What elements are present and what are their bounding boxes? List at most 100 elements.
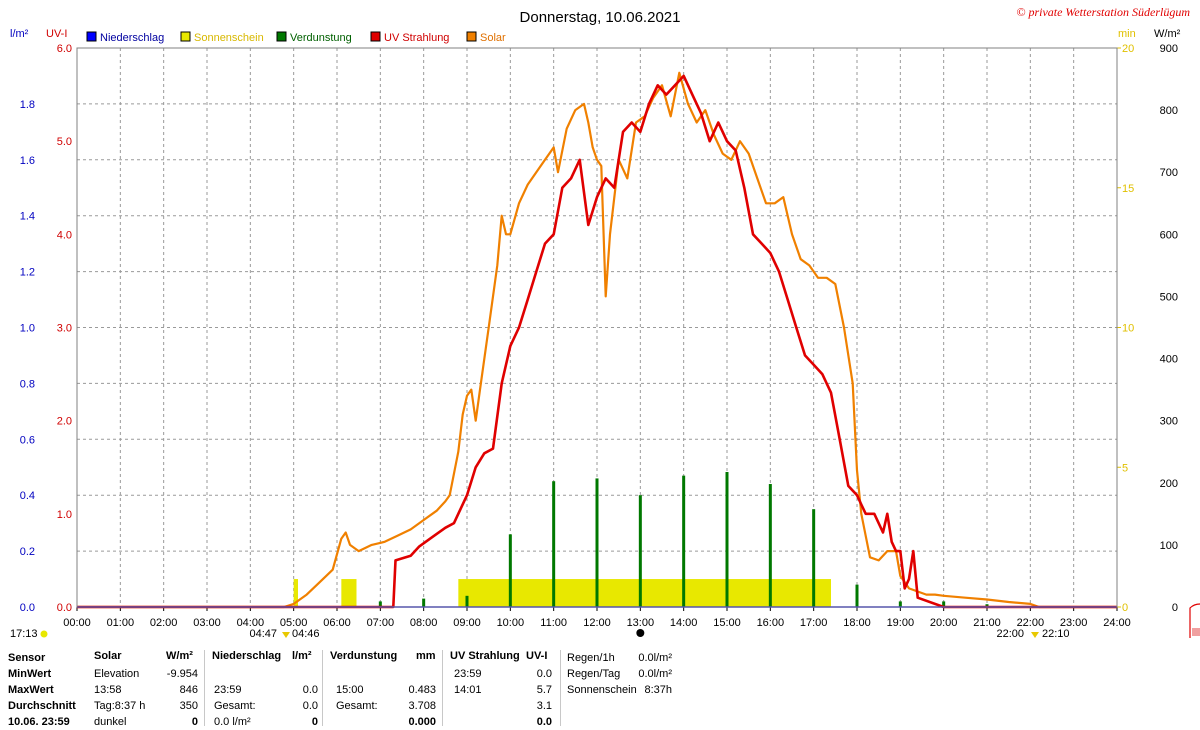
uv-cur-label	[454, 714, 482, 730]
solar-max-value: 846	[179, 684, 198, 696]
solar-avg-value: 350	[179, 700, 198, 712]
evap-max-value: 0.483	[408, 684, 436, 696]
uv-tick-label: 5.0	[57, 136, 72, 148]
solar-header: Solar	[94, 650, 122, 662]
solar-axis-unit: W/m²	[1154, 28, 1181, 40]
sun-tick-label: 0	[1122, 602, 1128, 614]
x-tick-label: 09:00	[453, 617, 481, 629]
rain-tick-label: 1.8	[20, 99, 35, 111]
x-tick-label: 05:00	[280, 617, 308, 629]
uv-tick-label: 4.0	[57, 229, 72, 241]
x-tick-label: 11:00	[540, 617, 567, 629]
legend-swatch	[276, 31, 287, 42]
sunset-right-label: 22:10	[1042, 628, 1070, 640]
evaporation-bar	[682, 475, 686, 607]
x-tick-label: 22:00	[1017, 617, 1045, 629]
evaporation-bar	[812, 509, 816, 607]
sunshine-bar	[293, 579, 298, 607]
sensor-header: Sensor	[8, 652, 46, 664]
plot-frame	[76, 47, 1118, 608]
rain-header: Niederschlag	[212, 650, 282, 662]
evaporation-bar	[465, 595, 469, 607]
evap-min-value	[384, 666, 436, 682]
sunshine-bar	[458, 579, 831, 607]
sunset-icon	[1031, 632, 1039, 638]
sunset-left-label: 22:00	[996, 628, 1024, 640]
sunshine-label: Sonnenschein	[567, 684, 637, 696]
solar-avg-label: Tag:8:37 h	[94, 700, 146, 712]
row-min: MinWert	[8, 668, 52, 680]
uv-tick-label: 0.0	[57, 602, 72, 614]
evap-unit: mm	[416, 650, 436, 662]
legend-swatch	[180, 31, 191, 42]
legend: Niederschlag Sonnenschein Verdunstung UV St…	[86, 31, 506, 44]
rain-day-value: 0.0l/m²	[638, 668, 672, 680]
evaporation-bar	[508, 534, 512, 607]
uv-tick-label: 2.0	[57, 416, 72, 428]
uv-avg-label	[454, 698, 482, 714]
solar-tick-label: 400	[1160, 354, 1178, 366]
x-tick-label: 24:00	[1103, 617, 1131, 629]
legend-label: Verdunstung	[290, 32, 352, 44]
x-tick-label: 13:00	[627, 617, 655, 629]
solar-unit: W/m²	[166, 650, 193, 662]
evaporation-bar	[595, 478, 599, 607]
sun-tick-label: 15	[1122, 183, 1134, 195]
rain-tick-label: 1.2	[20, 267, 35, 279]
evap-header: Verdunstung	[330, 650, 398, 662]
sun-tick-label: 5	[1122, 462, 1128, 474]
uv-min-label: 23:59	[454, 668, 482, 680]
rain-min-label	[214, 666, 256, 682]
rain-1h-label: Regen/1h	[567, 652, 615, 664]
rain-tick-label: 0.0	[20, 602, 35, 614]
corner-widget	[1189, 603, 1200, 638]
legend-swatch	[86, 31, 97, 42]
uv-avg-value: 3.1	[536, 700, 552, 712]
rain-day-label: Regen/Tag	[567, 668, 621, 680]
solar-line	[77, 71, 1117, 609]
evaporation-series	[378, 472, 989, 607]
solar-tick-label: 700	[1160, 167, 1178, 179]
legend-label: Solar	[480, 32, 506, 44]
x-tick-label: 12:00	[583, 617, 611, 629]
rain-avg-label: Gesamt:	[214, 700, 256, 712]
rain-max-label: 23:59	[214, 684, 242, 696]
uv-min-value: 0.0	[536, 668, 552, 680]
rain-max-value: 0.0	[302, 684, 318, 696]
axis-labels: 00:00 01:00 02:00 03:00 04:00 05:00 06:00 07:00…	[10, 28, 1181, 629]
legend-swatch	[370, 31, 381, 42]
evaporation-bar	[855, 584, 859, 607]
uv-unit: UV-I	[526, 650, 548, 662]
rain-tick-label: 1.6	[20, 155, 35, 167]
evap-max-label: 15:00	[336, 684, 364, 696]
rain-tick-label: 1.0	[20, 323, 35, 335]
x-tick-label: 10:00	[497, 617, 525, 629]
sun-markers: 17:13 04:47 04:46 22:00 22:10	[10, 628, 1070, 640]
solar-cur-value: 0	[191, 716, 198, 728]
copyright-text: © private Wetterstation Süderlügum	[1016, 5, 1190, 19]
evaporation-bar	[942, 601, 946, 607]
uv-tick-label: 6.0	[57, 43, 72, 55]
rain-tick-label: 0.4	[20, 490, 35, 502]
x-tick-label: 06:00	[323, 617, 351, 629]
rain-axis-unit: l/m²	[10, 28, 29, 40]
rain-tick-label: 0.6	[20, 434, 35, 446]
evap-min-label	[336, 666, 378, 682]
rain-tick-label: 0.8	[20, 378, 35, 390]
row-avg: Durchschnitt	[8, 700, 76, 712]
x-tick-label: 17:00	[800, 617, 828, 629]
x-tick-label: 16:00	[757, 617, 785, 629]
rain-min-value	[270, 666, 318, 682]
legend-label: UV Strahlung	[384, 32, 449, 44]
solar-tick-label: 0	[1172, 602, 1178, 614]
legend-swatch	[466, 31, 477, 42]
x-tick-label: 23:00	[1060, 617, 1088, 629]
evap-cur-value: 0.000	[408, 716, 436, 728]
evaporation-bar	[725, 472, 729, 607]
x-tick-label: 01:00	[107, 617, 135, 629]
solar-tick-label: 100	[1160, 540, 1178, 552]
sunshine-value: 8:37h	[644, 684, 672, 696]
uv-max-value: 5.7	[536, 684, 552, 696]
x-tick-label: 03:00	[193, 617, 221, 629]
rain-tick-label: 1.4	[20, 211, 35, 223]
